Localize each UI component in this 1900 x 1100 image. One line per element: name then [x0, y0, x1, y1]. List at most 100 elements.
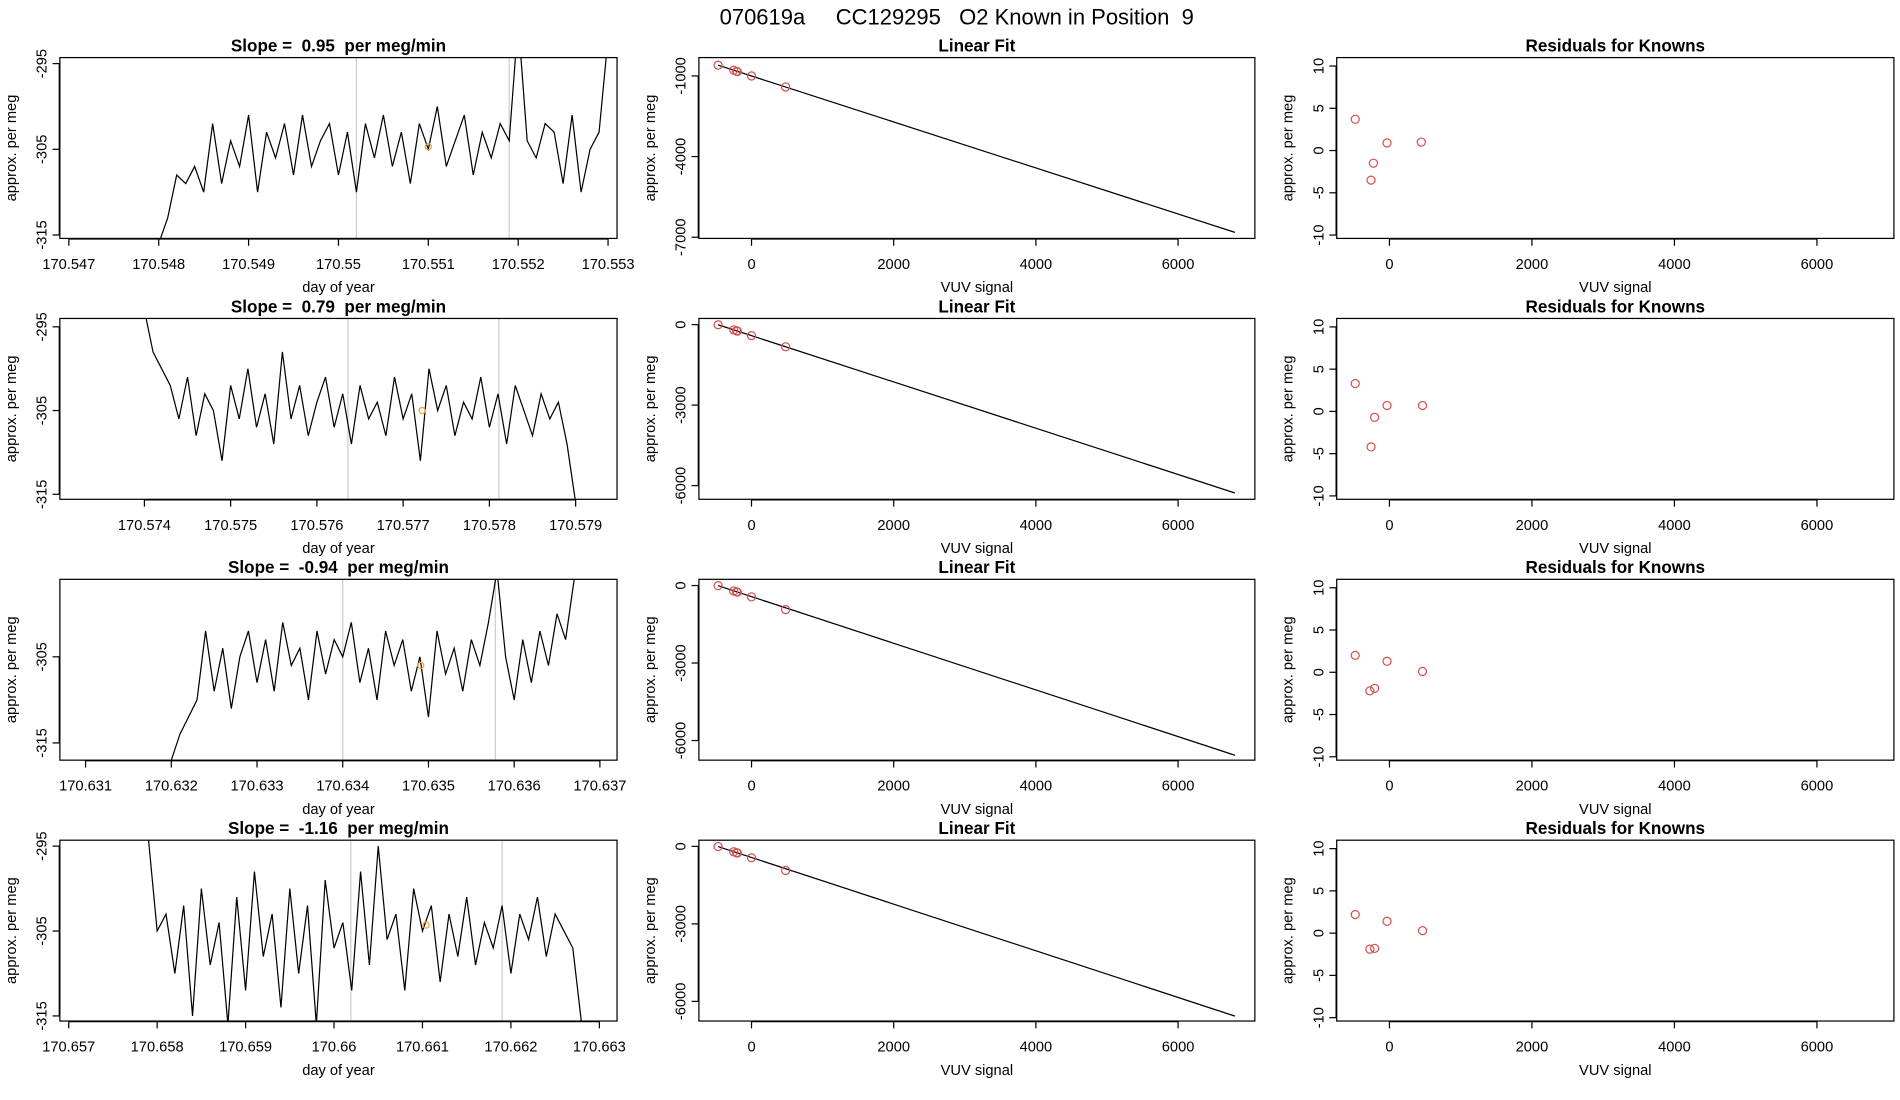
x-tick-label: 6000	[1162, 779, 1195, 795]
y-tick-label: 0	[673, 842, 689, 850]
panel-title: Linear Fit	[938, 297, 1015, 316]
data-point	[1417, 666, 1428, 677]
y-tick-label: -6000	[673, 467, 689, 505]
data-point	[713, 320, 723, 330]
x-axis-label: VUV signal	[941, 1063, 1014, 1079]
x-tick-label: 4000	[1658, 518, 1691, 534]
x-tick-label: 170.552	[492, 257, 545, 273]
x-tick-label: 170.661	[396, 1040, 449, 1056]
panel: Residuals for Knowns VUV signal approx. pe…	[1281, 819, 1895, 1079]
panel-title: Slope = 0.79 per meg/min	[231, 297, 446, 316]
x-tick-label: 170.632	[145, 779, 198, 795]
x-tick-label: 0	[747, 518, 755, 534]
plot-area	[1350, 650, 1428, 696]
plot-frame	[1336, 839, 1895, 1022]
x-tick-label: 0	[1385, 257, 1393, 273]
highlight-point	[417, 661, 425, 670]
data-point	[1365, 686, 1375, 696]
y-tick-label: 10	[1311, 840, 1327, 856]
y-tick-label: 10	[1311, 58, 1327, 74]
x-tick-label: 170.634	[316, 779, 369, 795]
x-tick-label: 170.575	[204, 518, 257, 534]
plot-area	[713, 320, 1236, 494]
fit-line	[717, 324, 1236, 494]
panel: Linear Fit VUV signal approx. per meg 0 2000…	[643, 36, 1256, 296]
y-tick-label: -6000	[673, 722, 689, 760]
y-tick-label: -305	[34, 135, 50, 164]
x-tick-label: 170.635	[402, 779, 455, 795]
data-point	[746, 330, 757, 341]
series-line	[147, 840, 582, 1022]
x-axis-label: VUV signal	[1579, 1063, 1652, 1079]
x-axis-label: VUV signal	[941, 280, 1014, 296]
y-axis-label: approx. per meg	[1281, 95, 1297, 202]
panel-title: Slope = -1.16 per meg/min	[228, 819, 449, 838]
panel-title: Linear Fit	[938, 558, 1015, 577]
x-tick-label: 0	[747, 1040, 755, 1056]
data-point	[1350, 114, 1360, 124]
x-tick-label: 170.547	[42, 257, 95, 273]
plot-area	[159, 57, 607, 239]
x-tick-label: 4000	[1658, 257, 1691, 273]
x-tick-label: 0	[747, 779, 755, 795]
data-point	[1350, 378, 1360, 389]
y-tick-label: -5	[1311, 447, 1327, 460]
y-tick-label: -305	[34, 916, 50, 945]
panel: Slope = -1.16 per meg/min day of year appr…	[4, 819, 626, 1079]
x-tick-label: 170.55	[316, 257, 361, 273]
plot-frame	[1336, 578, 1895, 761]
panel: Linear Fit VUV signal approx. per meg 0 2000…	[643, 297, 1256, 557]
plot-area	[713, 60, 1236, 233]
x-tick-label: 6000	[1801, 518, 1834, 534]
x-tick-label: 170.548	[132, 257, 185, 273]
x-tick-label: 2000	[1516, 518, 1549, 534]
y-tick-label: -4000	[673, 138, 689, 176]
x-axis-label: day of year	[302, 541, 375, 557]
data-point	[1369, 943, 1380, 953]
data-point	[713, 60, 723, 70]
y-tick-label: -295	[34, 831, 50, 860]
x-tick-label: 170.576	[290, 518, 343, 534]
panel-title: Linear Fit	[938, 819, 1015, 838]
x-tick-label: 4000	[1020, 257, 1053, 273]
x-tick-label: 2000	[877, 257, 910, 273]
x-tick-label: 0	[1385, 779, 1393, 795]
x-tick-label: 6000	[1801, 779, 1834, 795]
y-axis-label: approx. per meg	[643, 356, 659, 463]
y-tick-label: -5	[1311, 708, 1327, 721]
x-tick-label: 170.658	[131, 1040, 184, 1056]
x-tick-label: 170.637	[573, 779, 626, 795]
y-tick-label: -5	[1311, 969, 1327, 982]
y-tick-label: -315	[34, 728, 50, 757]
y-tick-label: 5	[1311, 887, 1327, 895]
plot-area	[170, 579, 575, 761]
y-tick-label: -10	[1311, 746, 1327, 767]
x-tick-label: 6000	[1162, 1040, 1195, 1056]
y-tick-label: 0	[1311, 668, 1327, 676]
y-tick-label: -5	[1311, 186, 1327, 199]
y-tick-label: -315	[34, 480, 50, 509]
y-tick-label: 0	[1311, 407, 1327, 415]
y-axis-label: approx. per meg	[643, 877, 659, 984]
x-tick-label: 4000	[1020, 779, 1053, 795]
data-point	[746, 853, 757, 863]
x-tick-label: 170.662	[484, 1040, 537, 1056]
highlight-point	[418, 406, 426, 415]
data-point	[1382, 916, 1392, 926]
y-axis-label: approx. per meg	[643, 616, 659, 723]
data-point	[732, 587, 742, 597]
y-tick-label: 0	[673, 321, 689, 329]
y-tick-label: 0	[1311, 146, 1327, 154]
x-tick-label: 6000	[1162, 257, 1195, 273]
x-tick-label: 4000	[1658, 1040, 1691, 1056]
highlight-point	[424, 143, 432, 151]
x-tick-label: 4000	[1020, 518, 1053, 534]
plot-frame	[698, 317, 1256, 500]
y-tick-label: -315	[34, 1001, 50, 1030]
y-tick-label: -295	[34, 312, 50, 341]
x-tick-label: 170.659	[219, 1040, 272, 1056]
x-tick-label: 170.551	[402, 257, 455, 273]
y-tick-label: -3000	[673, 386, 689, 424]
x-tick-label: 2000	[877, 779, 910, 795]
